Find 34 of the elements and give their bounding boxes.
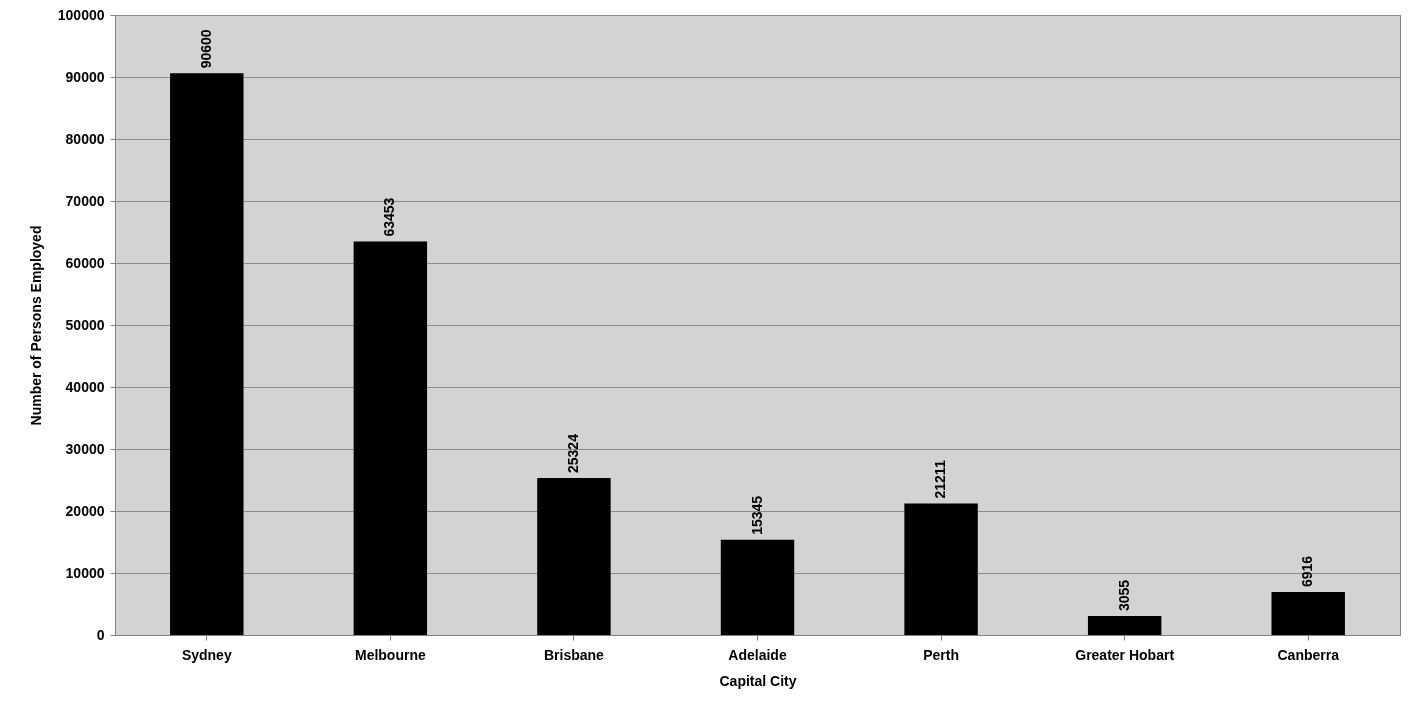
x-axis-title: Capital City <box>719 672 797 689</box>
y-tick-label: 100000 <box>57 6 105 23</box>
bar <box>904 503 978 635</box>
y-tick-label: 50000 <box>65 316 105 333</box>
y-axis-title: Number of Persons Employed <box>27 225 44 426</box>
y-tick-label: 90000 <box>65 68 105 85</box>
y-tick-label: 0 <box>96 626 105 643</box>
y-tick-label: 70000 <box>65 192 105 209</box>
data-label: 15345 <box>748 495 765 535</box>
x-tick-label: Melbourne <box>354 646 426 663</box>
y-tick-label: 10000 <box>65 564 105 581</box>
y-tick-label: 20000 <box>65 502 105 519</box>
y-tick-label: 80000 <box>65 130 105 147</box>
bar <box>537 477 611 635</box>
x-tick-label: Greater Hobart <box>1075 646 1175 663</box>
data-label: 63453 <box>381 197 398 237</box>
bar <box>170 73 244 635</box>
x-tick-label: Sydney <box>181 646 232 663</box>
bar <box>1271 592 1345 635</box>
y-tick-label: 30000 <box>65 440 105 457</box>
bar <box>353 241 428 635</box>
data-label: 3055 <box>1115 579 1132 612</box>
data-label: 6916 <box>1299 555 1316 588</box>
y-tick-label: 60000 <box>65 254 105 271</box>
x-tick-label: Brisbane <box>543 646 605 663</box>
data-label: 25324 <box>564 433 581 473</box>
x-tick-label: Canberra <box>1277 646 1340 663</box>
x-tick-label: Perth <box>923 646 959 663</box>
bar <box>720 539 795 635</box>
data-label: 21211 <box>932 460 949 499</box>
data-label: 90600 <box>197 29 214 69</box>
x-tick-label: Adelaide <box>728 646 787 663</box>
bar <box>1087 616 1162 635</box>
y-tick-label: 40000 <box>65 378 105 395</box>
